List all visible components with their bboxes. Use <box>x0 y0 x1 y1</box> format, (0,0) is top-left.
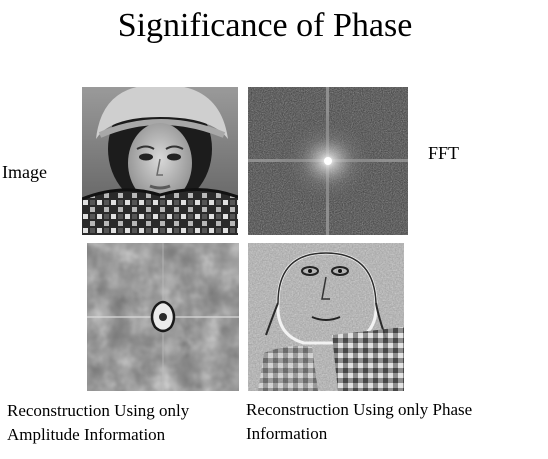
slide-title: Significance of Phase <box>117 7 413 44</box>
amplitude-reconstruction-panel <box>87 243 239 391</box>
original-portrait-image <box>82 87 238 235</box>
caption-amplitude: Reconstruction Using only Amplitude Info… <box>7 401 190 444</box>
caption-phase: Reconstruction Using only Phase Informat… <box>246 400 473 443</box>
row-label-fft: FFT <box>428 143 460 163</box>
fft-spectrum-image <box>248 87 408 235</box>
row-label-image: Image <box>2 162 47 182</box>
phase-reconstruction-image <box>248 243 404 391</box>
original-image-panel <box>82 87 238 235</box>
phase-reconstruction-panel <box>248 243 404 391</box>
fft-panel <box>248 87 408 235</box>
amplitude-reconstruction-image <box>87 243 239 391</box>
